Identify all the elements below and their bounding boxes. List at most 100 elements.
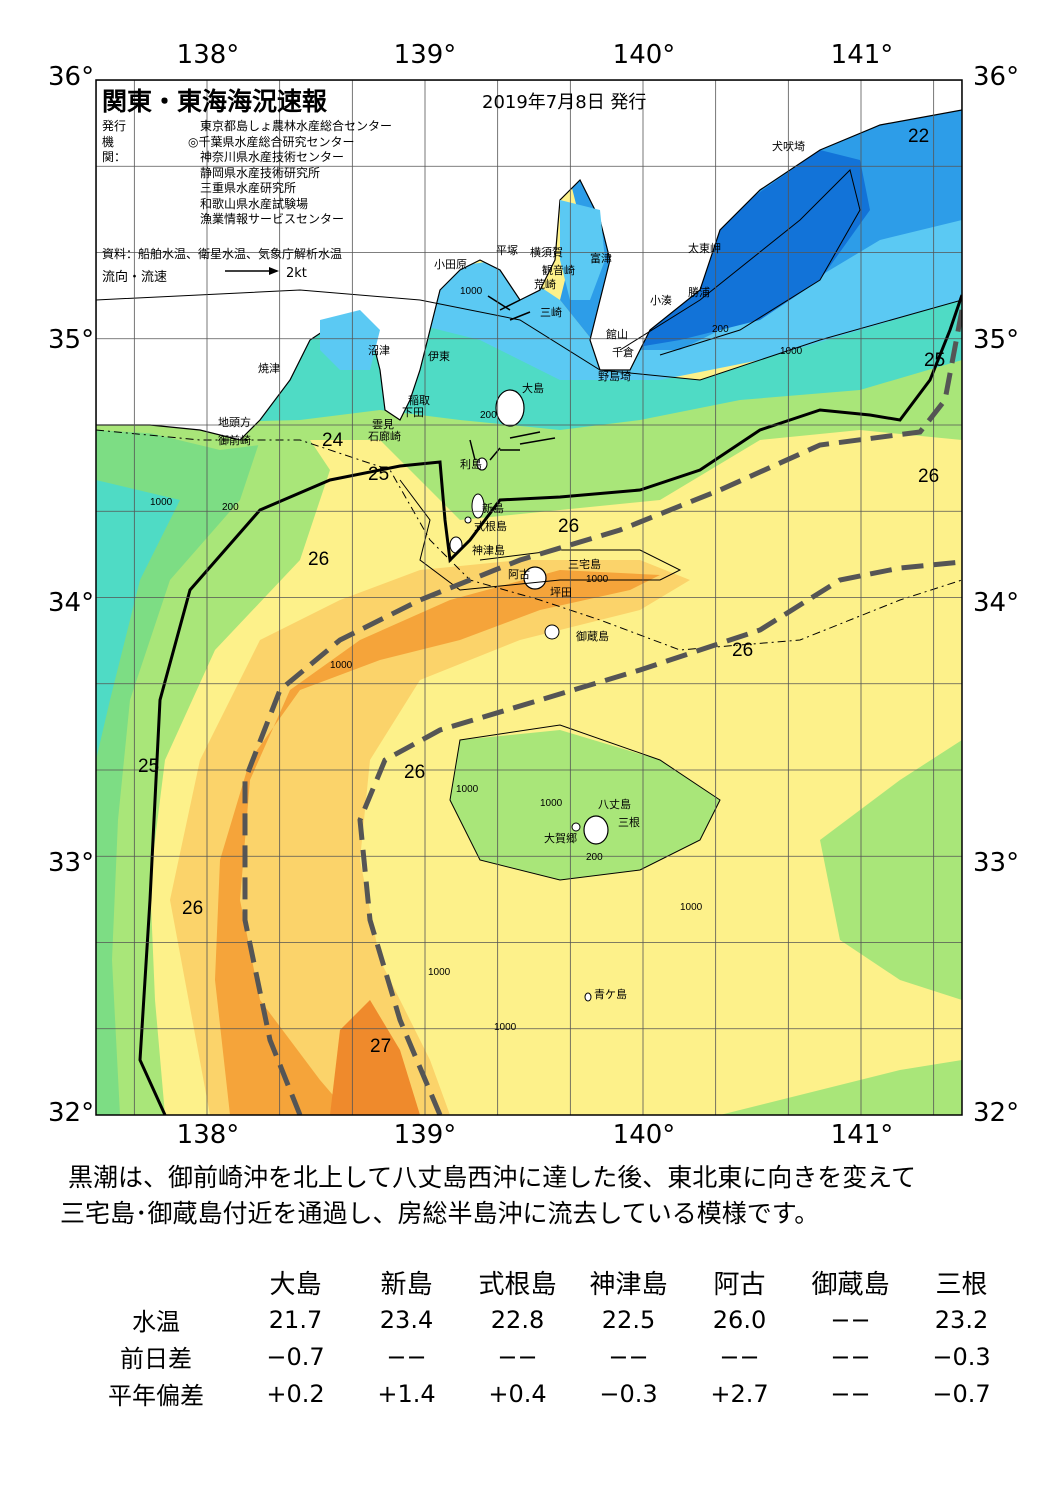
island-hachijokojima: [571, 822, 581, 832]
place-name: 利島: [460, 457, 482, 471]
isotherm-25-line: [138, 294, 962, 1115]
place-name: 雲見: [372, 418, 394, 431]
island-toshima: [476, 457, 488, 471]
isotherm-label: 22: [908, 126, 929, 147]
depth-label: 200: [480, 410, 497, 421]
place-name: 大島: [522, 381, 544, 395]
island-aogashima: [584, 992, 592, 1002]
kuroshio-branch: [357, 559, 962, 1115]
table-cell: 23.2: [934, 1305, 989, 1334]
isotherm-minor-3: [449, 724, 721, 881]
isotherm-minor-5: [619, 169, 861, 356]
island-oshima: [495, 389, 525, 427]
lon-label-top: 140°: [612, 40, 676, 70]
place-name: 御蔵島: [576, 629, 609, 643]
lat-label-right: 33°: [973, 848, 1020, 878]
place-name: 横須賀: [530, 245, 563, 259]
lat-label-left: 34°: [48, 588, 95, 618]
island-mikurajima: [544, 624, 560, 640]
issuer: 神奈川県水産技術センター: [200, 150, 345, 164]
summary-line: 黒潮は、御前崎沖を北上して八丈島西沖に達した後、東北東に向きを変えて: [68, 1163, 917, 1192]
place-name: 神津島: [472, 543, 505, 557]
depth-label: 1000: [680, 902, 703, 913]
place-name: 下田: [402, 407, 424, 419]
depth-label: 1000: [150, 497, 173, 508]
table-cell: −−: [497, 1342, 538, 1371]
table-cell: −−: [386, 1342, 427, 1371]
table-cell: −0.7: [266, 1342, 325, 1371]
issuers-list: 東京都島しょ農林水産総合センター ◎千葉県水産総合研究センター 神奈川県水産技術…: [188, 119, 392, 228]
sea-temperature-map: 22 24 25 25 25 26 26 26 26 26 26 27 1000…: [95, 79, 963, 1116]
current-legend-arrow-icon: [225, 267, 279, 275]
place-name: 新島: [482, 501, 504, 515]
table-cell: −0.3: [932, 1342, 991, 1371]
table-cell: −−: [719, 1342, 760, 1371]
place-name: 三宅島: [568, 557, 601, 571]
station-name: 新島: [380, 1270, 433, 1300]
table-cell: 22.5: [601, 1305, 656, 1334]
place-name: 御前崎: [218, 433, 251, 447]
map-frame: [95, 79, 963, 1116]
lat-lon-grid: [96, 80, 962, 1115]
summary-line: 三宅島･御蔵島付近を通過し、房総半島沖に流去している模様です。: [60, 1199, 820, 1228]
place-name: 荒崎: [534, 277, 556, 291]
lat-label-right: 32°: [973, 1098, 1020, 1128]
table-cell: 22.8: [490, 1305, 545, 1334]
place-name: 沼津: [368, 343, 390, 357]
place-name: 稲取: [408, 394, 430, 407]
band-blue-light: [300, 200, 962, 380]
band-orange-core: [215, 570, 660, 1115]
isotherm-label: 24: [322, 430, 344, 451]
isotherm-label: 25: [368, 464, 389, 485]
station-temperature-table: 大島 新島 式根島 神津島 阿古 御蔵島 三根 水温 21.7 23.4 22.…: [72, 1264, 1017, 1412]
place-name: 大賀郷: [544, 831, 577, 845]
depth-label: 1000: [456, 784, 479, 795]
station-name: 神津島: [589, 1270, 668, 1300]
place-name: 野島埼: [598, 369, 631, 383]
island-niijima: [471, 493, 485, 519]
issue-date: 2019年7月8日 発行: [482, 92, 647, 113]
current-legend-label: 流向・流速: [102, 270, 168, 285]
place-name: 勝浦: [688, 285, 710, 299]
place-name: 小湊: [650, 293, 672, 307]
table-cell: +1.4: [377, 1379, 436, 1408]
depth-label: 200: [222, 502, 239, 513]
place-name: 犬吠埼: [772, 139, 805, 153]
land-izu-bay: [320, 310, 380, 370]
land-tokyo-bay: [560, 200, 605, 300]
place-name: 太東岬: [688, 242, 721, 255]
depth-label: 200: [586, 852, 603, 863]
table-row: 水温 21.7 23.4 22.8 22.5 26.0 −− 23.2: [72, 1301, 1017, 1338]
lat-label-right: 35°: [973, 325, 1020, 355]
place-name: 式根島: [474, 519, 507, 533]
lon-label-bottom: 140°: [612, 1120, 676, 1150]
depth-label: 1000: [586, 574, 609, 585]
place-name: 三崎: [540, 305, 562, 319]
depth-label: 1000: [460, 286, 483, 297]
isotherm-label: 26: [558, 516, 579, 537]
lon-label-top: 138°: [176, 40, 240, 70]
place-name: 地頭方: [218, 415, 251, 429]
issuer: 漁業情報サービスセンター: [200, 212, 345, 226]
depth-label: 1000: [780, 346, 803, 357]
band-aqua-west: [96, 430, 260, 1115]
table-cell: −−: [830, 1305, 871, 1334]
place-name: 富津: [590, 251, 612, 265]
table-cell: −0.3: [599, 1379, 658, 1408]
table-cell: 26.0: [712, 1305, 767, 1334]
island-shikinejima: [464, 516, 472, 524]
place-name: 石廊崎: [368, 429, 401, 443]
table-row: 平年偏差 +0.2 +1.4 +0.4 −0.3 +2.7 −− −0.7: [72, 1375, 1017, 1412]
depth-label: 1000: [330, 660, 353, 671]
lat-label-right: 34°: [973, 588, 1020, 618]
lat-label-left: 32°: [48, 1098, 95, 1128]
depth-label: 1000: [428, 967, 451, 978]
lon-label-top: 141°: [830, 40, 894, 70]
table-cell: 23.4: [379, 1305, 434, 1334]
table-header-row: 大島 新島 式根島 神津島 阿古 御蔵島 三根: [72, 1264, 1017, 1301]
issuer: 三重県水産研究所: [200, 181, 297, 195]
lon-label-bottom: 139°: [393, 1120, 457, 1150]
station-name: 阿古: [713, 1270, 766, 1300]
isotherm-label: 26: [732, 640, 753, 661]
issuer: ◎千葉県水産総合研究センター: [188, 134, 355, 149]
